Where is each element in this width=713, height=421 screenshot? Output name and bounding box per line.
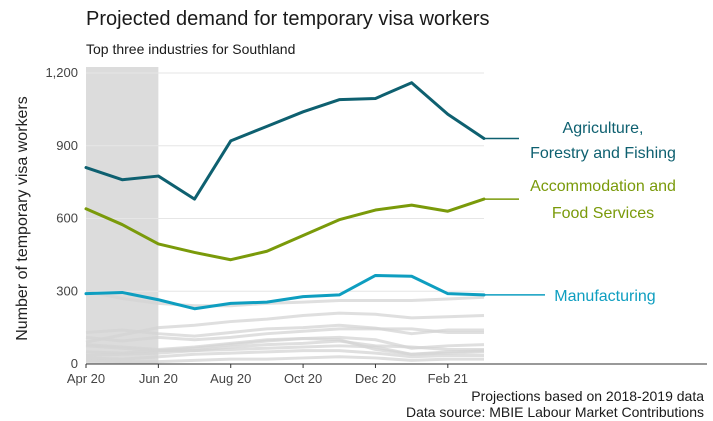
data-source-note: Data source: MBIE Labour Market Contribu… <box>405 404 704 420</box>
series-label: Agriculture, <box>563 120 644 137</box>
x-tick-label: Oct 20 <box>284 371 322 386</box>
series-label: Manufacturing <box>554 288 655 305</box>
series-label: Accommodation and <box>530 178 676 195</box>
x-tick-label: Apr 20 <box>67 371 105 386</box>
series-label: Forestry and Fishing <box>530 145 676 162</box>
series-line <box>84 197 486 262</box>
background-series-line <box>85 323 484 338</box>
projection-note: Projections based on 2018-2019 data <box>471 388 704 404</box>
background-series-line <box>85 355 484 364</box>
y-tick-label: 0 <box>71 356 78 371</box>
y-axis-title: Number of temporary visa workers <box>14 96 31 341</box>
y-tick-label: 300 <box>56 283 78 298</box>
background-series-line <box>85 327 484 343</box>
series-line <box>84 273 486 311</box>
x-tick-label: Dec 20 <box>355 371 396 386</box>
shaded-actuals-region <box>86 67 159 364</box>
background-series-line <box>85 289 485 308</box>
chart-title: Projected demand for temporary visa work… <box>86 8 490 30</box>
x-tick-label: Jun 20 <box>139 371 178 386</box>
y-tick-label: 1,200 <box>45 65 78 80</box>
chart-subtitle: Top three industries for Southland <box>86 41 296 57</box>
x-tick-label: Feb 21 <box>428 371 468 386</box>
y-tick-label: 600 <box>56 211 78 226</box>
x-tick-label: Aug 20 <box>210 371 251 386</box>
background-series-line <box>85 344 485 358</box>
background-series-line <box>85 349 484 361</box>
background-series-line <box>85 311 485 344</box>
series-line <box>84 81 486 201</box>
y-tick-label: 900 <box>56 138 78 153</box>
series-label: Food Services <box>552 205 654 222</box>
